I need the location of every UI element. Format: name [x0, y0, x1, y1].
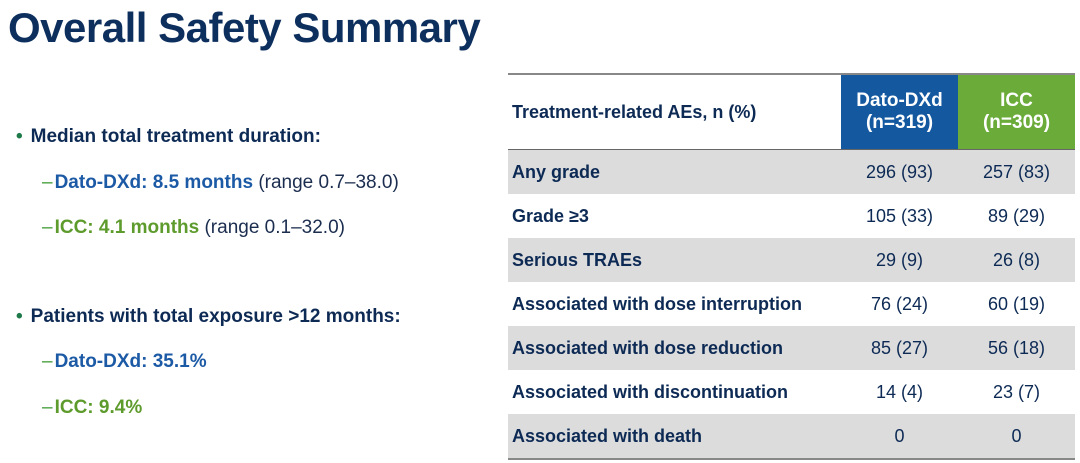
table-row: Any grade 296 (93) 257 (83) [508, 149, 1075, 194]
row-label: Associated with death [512, 425, 703, 446]
row-label: Associated with dose interruption [512, 293, 803, 314]
cell-icc: 56 (18) [987, 337, 1046, 358]
header-label: Treatment-related AEs, n (%) [512, 101, 757, 122]
cell-dato: 14 (4) [875, 381, 924, 402]
cell-icc: 26 (8) [992, 249, 1041, 270]
cell-icc: 23 (7) [992, 381, 1041, 402]
row-label: Serious TRAEs [512, 249, 643, 270]
cell-icc: 257 (83) [982, 161, 1051, 182]
cell-icc: 60 (19) [987, 293, 1046, 314]
cell-dato: 296 (93) [865, 161, 934, 182]
row-label: Associated with discontinuation [512, 381, 789, 402]
safety-table: Treatment-related AEs, n (%) Dato-DXd (n=… [508, 73, 1075, 460]
sub-label: ICC: 4.1 months [54, 217, 200, 238]
sub-label: Dato-DXd: 8.5 months [54, 172, 254, 193]
sub-extra: (range 0.7–38.0) [258, 172, 399, 193]
sub-bullet: – ICC: 4.1 months (range 0.1–32.0) [42, 217, 345, 238]
cell-dato: 76 (24) [870, 293, 929, 314]
sub-bullet: – Dato-DXd: 35.1% [42, 351, 207, 372]
sub-label: Dato-DXd: 35.1% [54, 351, 207, 372]
table-row: Grade ≥3 105 (33) 89 (29) [508, 194, 1075, 238]
table-row: Associated with dose reduction 85 (27) 56 … [508, 326, 1075, 370]
cell-icc: 0 [1011, 425, 1022, 446]
cell-dato: 29 (9) [875, 249, 924, 270]
header-dato: Dato-DXd (n=319) [841, 74, 958, 150]
row-label: Any grade [512, 161, 601, 182]
table-row: Serious TRAEs 29 (9) 26 (8) [508, 238, 1075, 282]
header-icc: ICC (n=309) [958, 74, 1075, 150]
cell-dato: 0 [894, 425, 905, 446]
sub-bullet: – ICC: 9.4% [42, 397, 143, 418]
sub-bullet: – Dato-DXd: 8.5 months (range 0.7–38.0) [42, 172, 399, 193]
bullet-exposure: • Patients with total exposure >12 months… [16, 306, 401, 327]
sub-label: ICC: 9.4% [54, 397, 143, 418]
row-label: Associated with dose reduction [512, 337, 784, 358]
table-row: Associated with dose interruption 76 (24)… [508, 282, 1075, 326]
cell-icc: 89 (29) [987, 205, 1046, 226]
table-row: Associated with death 0 0 [508, 414, 1075, 459]
bullet-text: Patients with total exposure >12 months: [30, 306, 401, 327]
cell-dato: 85 (27) [870, 337, 929, 358]
sub-extra: (range 0.1–32.0) [204, 217, 345, 238]
page-title: Overall Safety Summary [8, 4, 481, 51]
bullet-text: Median total treatment duration: [30, 126, 321, 147]
row-label: Grade ≥3 [512, 205, 589, 226]
cell-dato: 105 (33) [865, 205, 934, 226]
table-row: Associated with discontinuation 14 (4) 23 … [508, 370, 1075, 414]
bullet-median-duration: • Median total treatment duration: [16, 126, 321, 147]
